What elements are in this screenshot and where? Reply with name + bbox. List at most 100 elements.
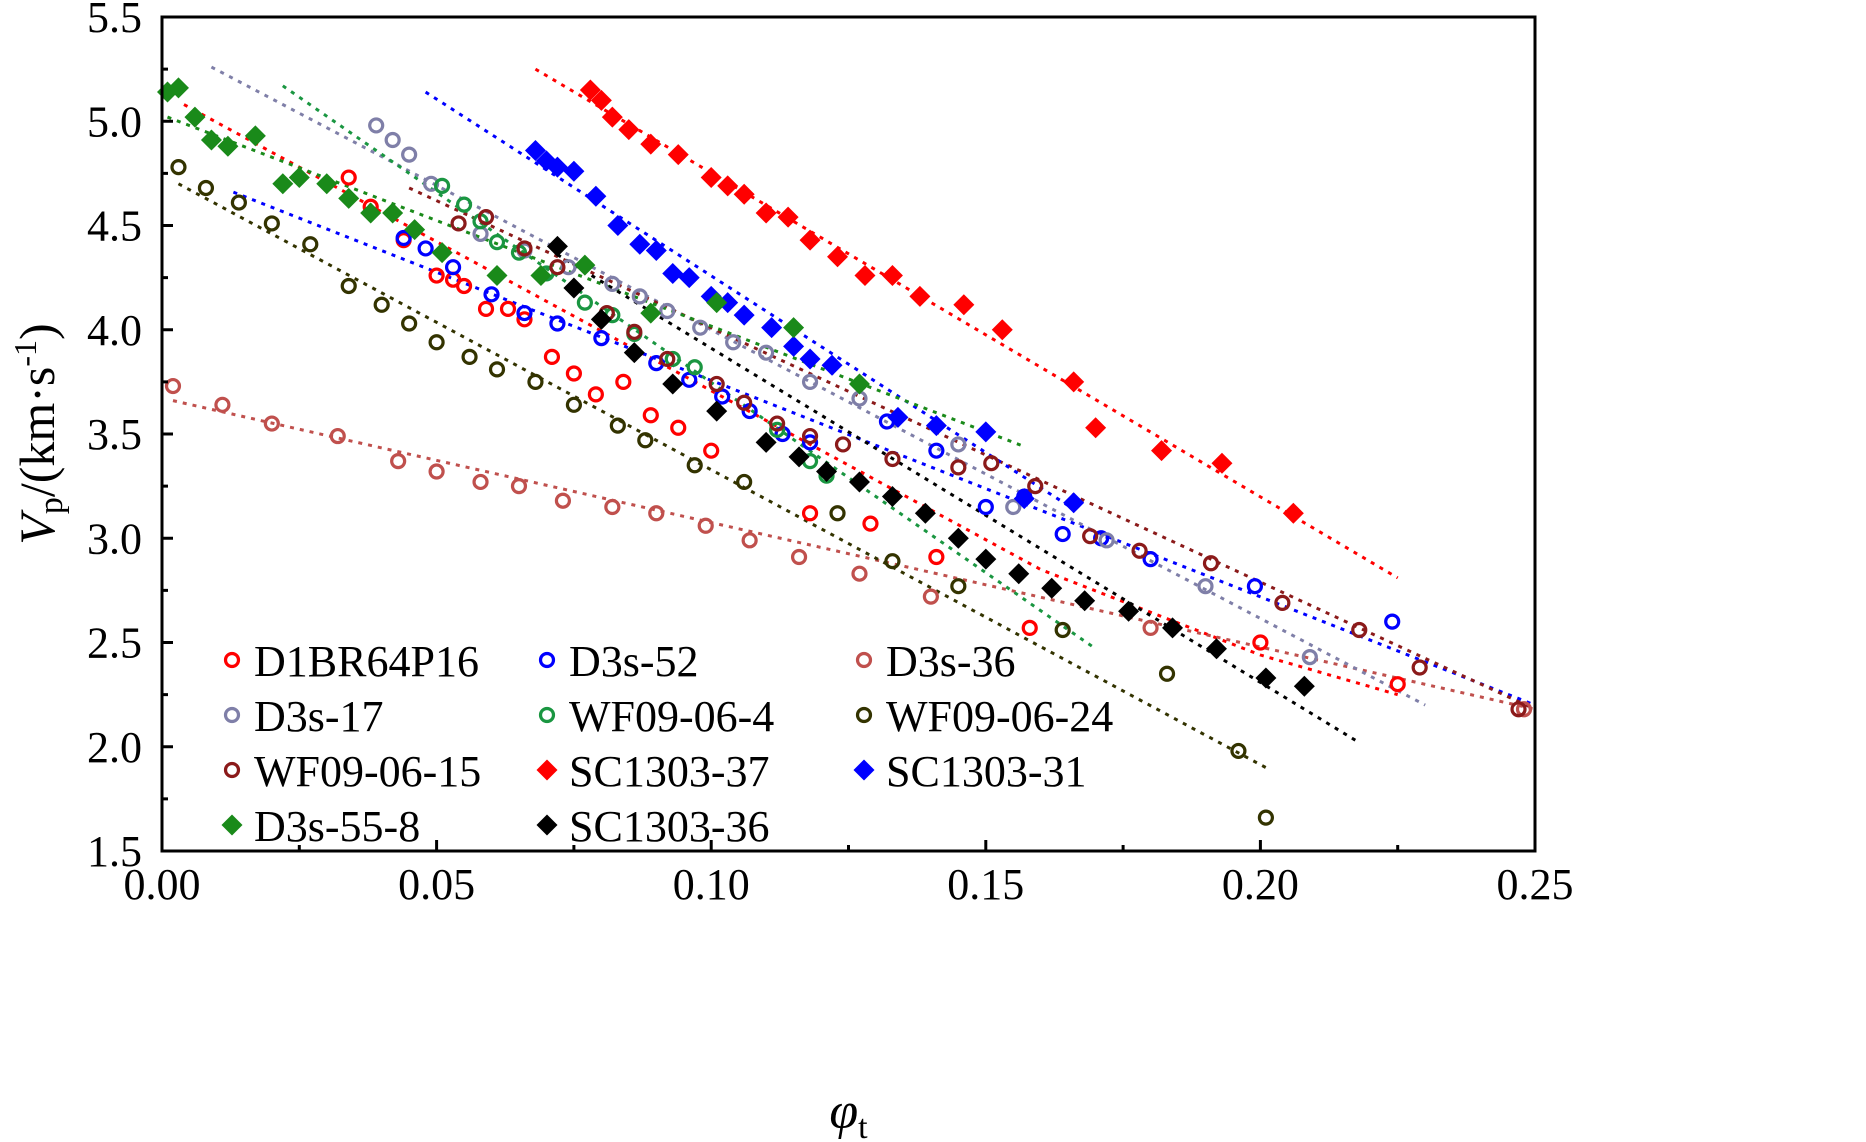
data-point xyxy=(1510,701,1527,718)
data-point xyxy=(725,334,742,351)
data-point xyxy=(914,502,936,524)
data-point xyxy=(686,359,703,376)
data-point xyxy=(1197,578,1214,595)
data-point xyxy=(884,450,901,468)
data-point xyxy=(821,354,843,376)
data-point xyxy=(593,329,610,347)
data-point xyxy=(401,146,418,163)
data-point xyxy=(499,300,517,317)
data-point xyxy=(615,373,632,390)
data-point xyxy=(431,242,453,264)
data-point xyxy=(922,588,939,605)
data-point xyxy=(1293,675,1315,697)
y-tick-label: 1.5 xyxy=(87,827,142,876)
data-point xyxy=(1118,600,1140,622)
legend: D1BR64P16 D3s-52 D3s-36 D3s-17 WF09-06-4 WF09… xyxy=(221,637,1113,851)
data-point xyxy=(373,296,390,313)
data-point xyxy=(1162,617,1184,639)
legend-marker xyxy=(223,706,241,724)
data-point xyxy=(801,505,819,522)
data-point xyxy=(631,288,648,305)
data-point xyxy=(697,517,714,534)
fit-line xyxy=(408,186,1536,711)
data-point xyxy=(1282,502,1304,524)
data-point xyxy=(1257,809,1274,826)
data-point xyxy=(717,175,739,197)
data-point xyxy=(1074,590,1096,612)
data-point xyxy=(1384,613,1401,630)
data-point xyxy=(714,388,731,405)
data-point xyxy=(516,240,533,257)
data-point xyxy=(662,262,684,284)
data-point xyxy=(700,167,722,189)
data-point xyxy=(288,167,310,189)
data-point xyxy=(1021,619,1038,637)
data-point xyxy=(565,365,583,382)
fit-line xyxy=(232,190,1536,707)
data-point xyxy=(486,265,508,287)
data-point xyxy=(384,131,401,149)
legend-marker xyxy=(855,651,873,669)
legend-label: WF09-06-24 xyxy=(886,692,1113,741)
data-point xyxy=(758,344,775,361)
data-point xyxy=(834,436,852,453)
data-point xyxy=(483,286,500,303)
data-point xyxy=(662,373,684,395)
data-point xyxy=(1411,659,1428,676)
data-point xyxy=(579,79,601,101)
fit-line xyxy=(166,115,1025,448)
data-point xyxy=(741,532,758,549)
data-point xyxy=(360,202,382,224)
data-point xyxy=(184,106,206,128)
data-point xyxy=(530,265,552,287)
data-point xyxy=(1082,528,1099,545)
data-point xyxy=(678,267,700,289)
data-point xyxy=(1085,417,1107,439)
data-point xyxy=(1255,667,1277,689)
legend-marker xyxy=(855,706,873,724)
legend-label: WF09-06-15 xyxy=(254,747,481,796)
legend-label: D3s-55-8 xyxy=(254,802,420,851)
data-point xyxy=(170,159,187,176)
y-tick-label: 4.0 xyxy=(87,306,142,355)
data-point xyxy=(623,342,645,364)
data-point xyxy=(607,215,629,236)
data-point xyxy=(953,294,975,316)
data-point xyxy=(554,492,572,509)
data-point xyxy=(428,267,445,284)
data-point xyxy=(854,265,876,287)
y-tick-label: 3.0 xyxy=(87,514,142,563)
data-point xyxy=(827,246,849,268)
data-point xyxy=(1389,676,1406,693)
data-point xyxy=(604,275,621,292)
data-point xyxy=(801,427,819,445)
data-point xyxy=(164,377,182,395)
data-point xyxy=(244,125,266,147)
fit-line xyxy=(172,399,1536,711)
data-point xyxy=(1008,563,1030,585)
data-point xyxy=(755,202,777,224)
data-point xyxy=(576,294,593,311)
y-axis-title-unit: /(km·s xyxy=(9,367,65,498)
data-point xyxy=(1202,555,1220,572)
legend-marker xyxy=(538,706,556,724)
data-point xyxy=(801,434,819,451)
data-point xyxy=(1041,577,1063,599)
data-point xyxy=(761,317,783,339)
data-point xyxy=(444,259,462,276)
data-point xyxy=(560,259,577,276)
data-point xyxy=(395,229,412,247)
data-point xyxy=(626,323,643,340)
x-axis-title-sub: t xyxy=(858,1109,868,1142)
data-point xyxy=(659,302,676,320)
data-point xyxy=(472,473,489,491)
data-point xyxy=(667,144,689,166)
data-point xyxy=(428,334,445,351)
y-axis-title: Vp/(km·s-1) xyxy=(7,323,70,544)
data-point xyxy=(167,77,189,99)
data-point xyxy=(1063,492,1085,514)
x-axis-title: φt xyxy=(829,1083,868,1142)
data-point xyxy=(659,350,676,368)
data-point xyxy=(601,106,623,128)
